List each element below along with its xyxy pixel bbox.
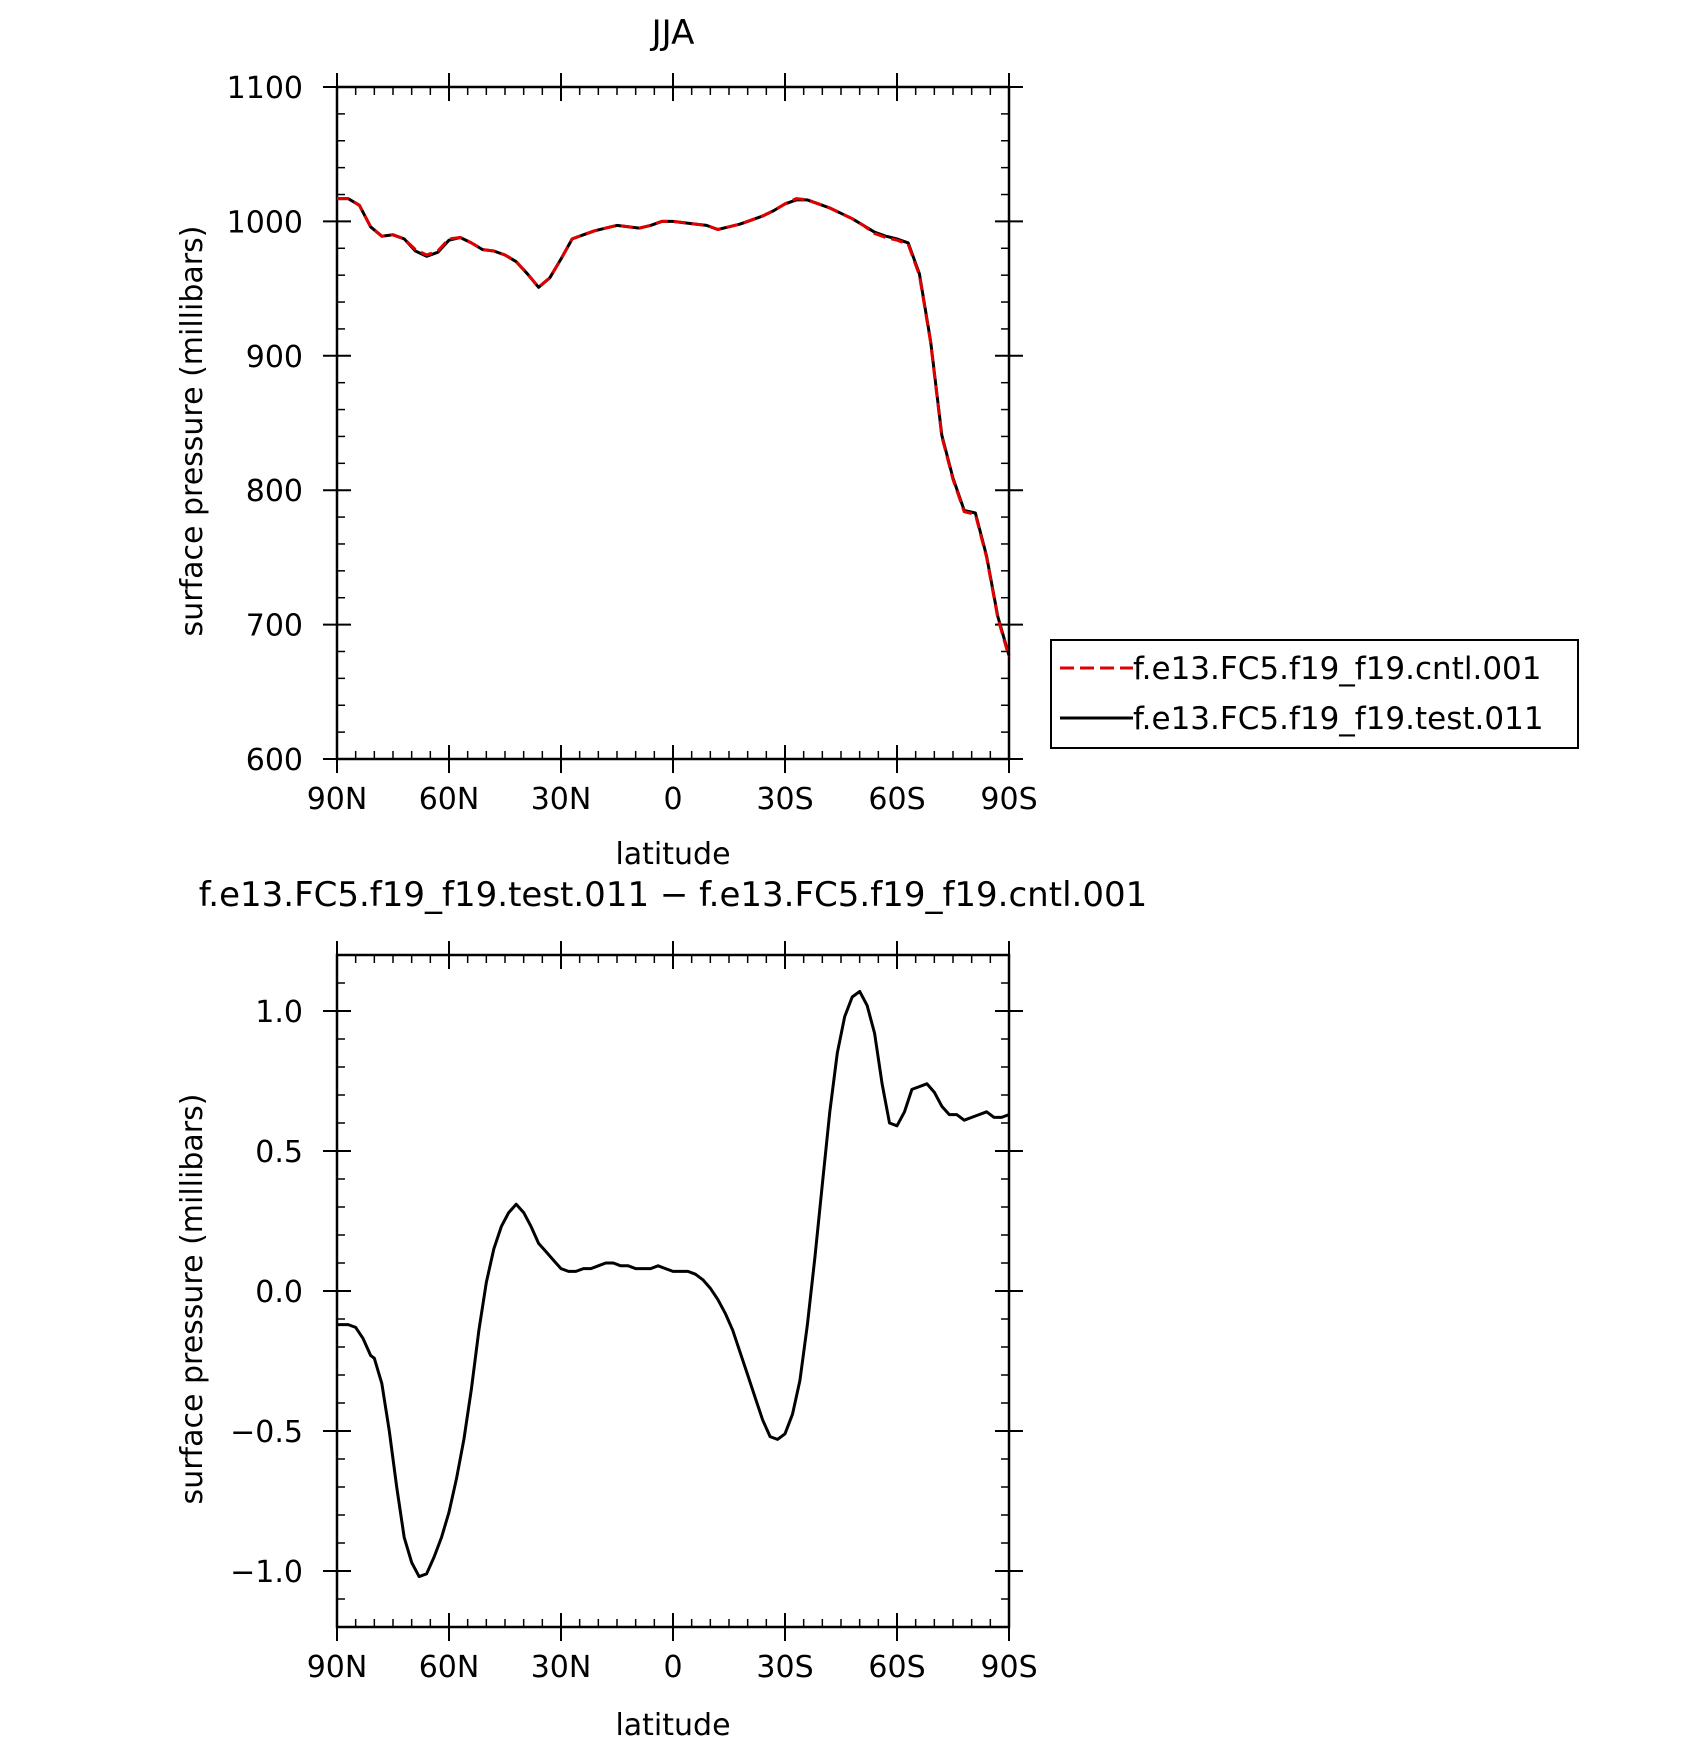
- legend: f.e13.FC5.f19_f19.cntl.001 f.e13.FC5.f19…: [1050, 639, 1579, 749]
- legend-label-cntl: f.e13.FC5.f19_f19.cntl.001: [1133, 651, 1542, 687]
- top-series-line-test: [337, 197, 1011, 656]
- top-y-tick-label: 1100: [227, 71, 303, 106]
- bottom-x-tick-label: 90N: [307, 1650, 368, 1685]
- top-plot-area: 90N 60N 30N 0 30S 60S 90S 600 700 800 900 1000 1100: [227, 71, 1038, 817]
- bottom-series-line-difference: [337, 989, 1010, 1579]
- top-plot-frame: [335, 85, 1011, 761]
- bottom-x-tick-label: 30S: [756, 1650, 813, 1685]
- top-x-tick-label: 30N: [531, 782, 592, 817]
- top-y-tick-label: 600: [246, 743, 303, 778]
- legend-label-test: f.e13.FC5.f19_f19.test.011: [1133, 701, 1544, 737]
- bottom-panel: f.e13.FC5.f19_f19.test.011 − f.e13.FC5.f…: [175, 875, 1147, 1743]
- bottom-xlabel: latitude: [615, 1708, 730, 1743]
- legend-box: [1050, 639, 1579, 749]
- top-y-tick-label: 1000: [227, 205, 303, 240]
- bottom-x-tick-label: 30N: [531, 1650, 592, 1685]
- top-xlabel: latitude: [615, 837, 730, 872]
- bottom-y-tick-label: −1.0: [230, 1555, 303, 1590]
- top-y-tick-label: 700: [246, 609, 303, 644]
- top-y-tick-label: 900: [246, 340, 303, 375]
- bottom-plot-frame: [335, 953, 1011, 1629]
- top-x-tick-label: 60N: [419, 782, 480, 817]
- bottom-x-tick-label: 90S: [980, 1650, 1037, 1685]
- bottom-y-tick-label: 0.0: [255, 1275, 303, 1310]
- bottom-plot-area: 90N 60N 30N 0 30S 60S 90S −1.0 −0.5 0.0 0.5 1.0: [230, 941, 1038, 1685]
- top-panel: JJA 90N 60N 30N 0 30S 60S 90S 600 700 800 900 1000 1…: [175, 13, 1038, 872]
- bottom-x-tick-label: 0: [663, 1650, 682, 1685]
- top-x-tick-label: 30S: [756, 782, 813, 817]
- bottom-chart-title: f.e13.FC5.f19_f19.test.011 − f.e13.FC5.f…: [199, 875, 1147, 915]
- top-y-tick-label: 800: [246, 474, 303, 509]
- top-x-tick-label: 90S: [980, 782, 1037, 817]
- bottom-ylabel: surface pressure (millibars): [175, 1094, 210, 1505]
- bottom-x-tick-label: 60N: [419, 1650, 480, 1685]
- bottom-y-tick-label: 1.0: [255, 995, 303, 1030]
- bottom-y-tick-label: −0.5: [230, 1415, 303, 1450]
- top-ylabel: surface pressure (millibars): [175, 226, 210, 637]
- bottom-y-tick-label: 0.5: [255, 1135, 303, 1170]
- top-x-tick-label: 60S: [868, 782, 925, 817]
- bottom-x-tick-label: 60S: [868, 1650, 925, 1685]
- top-series-line-cntl: [337, 197, 1011, 658]
- top-chart-title: JJA: [650, 13, 695, 53]
- top-x-tick-label: 0: [663, 782, 682, 817]
- top-x-tick-label: 90N: [307, 782, 368, 817]
